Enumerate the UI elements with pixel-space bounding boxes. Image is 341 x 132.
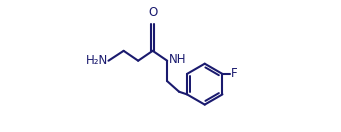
Text: H₂N: H₂N	[86, 54, 108, 67]
Text: F: F	[231, 67, 238, 80]
Text: NH: NH	[169, 53, 187, 66]
Text: O: O	[148, 6, 157, 19]
